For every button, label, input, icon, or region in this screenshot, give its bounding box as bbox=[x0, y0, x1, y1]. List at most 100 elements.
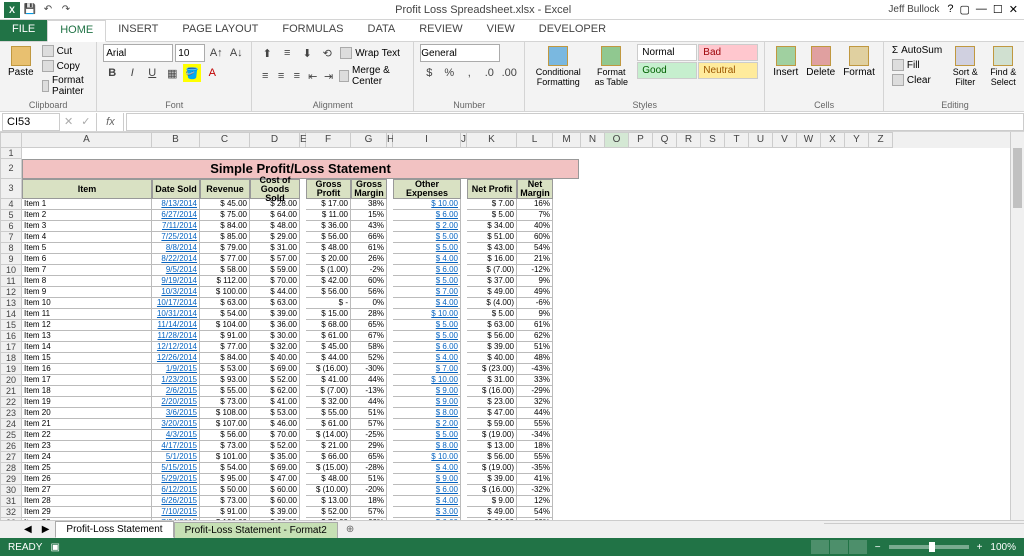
bold-button[interactable]: B bbox=[103, 64, 121, 82]
row-header[interactable]: 3 bbox=[0, 179, 22, 199]
italic-button[interactable]: I bbox=[123, 64, 141, 82]
name-box[interactable]: CI53 bbox=[2, 113, 60, 131]
data-cell[interactable]: $ 64.00 bbox=[467, 518, 517, 520]
tab-data[interactable]: DATA bbox=[356, 20, 408, 41]
row-header[interactable]: 28 bbox=[0, 463, 22, 474]
wrap-text-button[interactable]: Wrap Text bbox=[338, 46, 402, 60]
data-cell[interactable]: $ 5.00 bbox=[393, 232, 461, 243]
data-cell[interactable]: 60% bbox=[517, 232, 553, 243]
data-cell[interactable]: $ 91.00 bbox=[200, 331, 250, 342]
data-cell[interactable]: $ 41.00 bbox=[250, 397, 300, 408]
vertical-scrollbar[interactable] bbox=[1010, 132, 1024, 520]
data-cell[interactable]: Item 30 bbox=[22, 518, 152, 520]
data-cell[interactable]: -12% bbox=[517, 265, 553, 276]
data-cell[interactable]: $ 6.00 bbox=[393, 265, 461, 276]
autosum-button[interactable]: Σ AutoSum bbox=[890, 44, 944, 57]
data-cell[interactable]: 2/20/2015 bbox=[152, 397, 200, 408]
row-header[interactable]: 12 bbox=[0, 287, 22, 298]
data-cell[interactable]: $ (4.00) bbox=[467, 298, 517, 309]
data-cell[interactable]: -30% bbox=[351, 364, 387, 375]
data-cell[interactable]: $ 4.00 bbox=[393, 496, 461, 507]
data-cell[interactable]: 6/27/2014 bbox=[152, 210, 200, 221]
tab-developer[interactable]: DEVELOPER bbox=[527, 20, 618, 41]
data-cell[interactable]: 61% bbox=[351, 243, 387, 254]
data-cell[interactable]: -29% bbox=[517, 386, 553, 397]
data-cell[interactable]: 43% bbox=[351, 221, 387, 232]
tab-view[interactable]: VIEW bbox=[475, 20, 527, 41]
data-cell[interactable]: $ 39.00 bbox=[467, 342, 517, 353]
data-cell[interactable]: 1/23/2015 bbox=[152, 375, 200, 386]
data-cell[interactable]: $ 35.00 bbox=[250, 452, 300, 463]
row-header[interactable]: 21 bbox=[0, 386, 22, 397]
column-header[interactable]: A bbox=[22, 132, 152, 148]
data-cell[interactable]: $ 31.00 bbox=[467, 375, 517, 386]
column-header[interactable]: K bbox=[467, 132, 517, 148]
data-cell[interactable]: $ 63.00 bbox=[467, 320, 517, 331]
data-cell[interactable]: $ 56.00 bbox=[306, 232, 351, 243]
row-header[interactable]: 32 bbox=[0, 507, 22, 518]
data-cell[interactable]: 5/29/2015 bbox=[152, 474, 200, 485]
row-header[interactable]: 18 bbox=[0, 353, 22, 364]
data-cell[interactable]: -6% bbox=[517, 298, 553, 309]
data-cell[interactable]: 8/22/2014 bbox=[152, 254, 200, 265]
data-cell[interactable]: $ 17.00 bbox=[306, 199, 351, 210]
data-cell[interactable]: 9/19/2014 bbox=[152, 276, 200, 287]
data-cell[interactable]: Item 29 bbox=[22, 507, 152, 518]
column-header[interactable]: R bbox=[677, 132, 701, 148]
zoom-slider[interactable] bbox=[889, 545, 969, 549]
data-cell[interactable]: $ 61.00 bbox=[306, 419, 351, 430]
data-cell[interactable]: $ 10.00 bbox=[393, 375, 461, 386]
sort-filter-button[interactable]: Sort & Filter bbox=[948, 44, 982, 89]
row-header[interactable]: 20 bbox=[0, 375, 22, 386]
format-as-table-button[interactable]: Format as Table bbox=[589, 44, 633, 89]
data-cell[interactable]: Item 8 bbox=[22, 276, 152, 287]
align-right-icon[interactable]: ≡ bbox=[290, 67, 304, 85]
minimize-icon[interactable]: — bbox=[976, 3, 987, 16]
data-cell[interactable]: Item 22 bbox=[22, 430, 152, 441]
data-cell[interactable]: $ 7.00 bbox=[393, 287, 461, 298]
data-cell[interactable]: Item 12 bbox=[22, 320, 152, 331]
data-cell[interactable]: $ (10.00) bbox=[306, 485, 351, 496]
data-cell[interactable]: -32% bbox=[517, 485, 553, 496]
data-cell[interactable]: 38% bbox=[351, 199, 387, 210]
paste-button[interactable]: Paste bbox=[6, 44, 36, 80]
sheet-tab-active[interactable]: Profit-Loss Statement bbox=[55, 521, 173, 538]
column-header[interactable]: U bbox=[749, 132, 773, 148]
data-cell[interactable]: 3/20/2015 bbox=[152, 419, 200, 430]
data-cell[interactable]: $ 36.00 bbox=[250, 320, 300, 331]
data-cell[interactable]: Item 24 bbox=[22, 452, 152, 463]
data-cell[interactable]: $ 52.00 bbox=[250, 375, 300, 386]
decrease-font-icon[interactable]: A↓ bbox=[227, 44, 245, 62]
data-cell[interactable]: Item 1 bbox=[22, 199, 152, 210]
data-cell[interactable]: Item 7 bbox=[22, 265, 152, 276]
data-cell[interactable]: $ 5.00 bbox=[393, 430, 461, 441]
row-header[interactable]: 22 bbox=[0, 397, 22, 408]
tab-formulas[interactable]: FORMULAS bbox=[270, 20, 355, 41]
row-header[interactable]: 33 bbox=[0, 518, 22, 520]
data-cell[interactable]: 26% bbox=[351, 254, 387, 265]
data-cell[interactable]: $ 2.00 bbox=[393, 221, 461, 232]
data-cell[interactable]: $ 48.00 bbox=[306, 474, 351, 485]
normal-view-icon[interactable] bbox=[811, 540, 829, 554]
data-cell[interactable]: $ 68.00 bbox=[306, 320, 351, 331]
data-cell[interactable]: $ 40.00 bbox=[250, 353, 300, 364]
data-cell[interactable]: 29% bbox=[351, 441, 387, 452]
cancel-formula-icon[interactable]: ✕ bbox=[60, 115, 77, 128]
sheet-tab-format2[interactable]: Profit-Loss Statement - Format2 bbox=[174, 522, 338, 538]
data-cell[interactable]: $ 9.00 bbox=[467, 496, 517, 507]
data-cell[interactable]: 65% bbox=[351, 452, 387, 463]
data-cell[interactable]: $ 9.00 bbox=[393, 386, 461, 397]
data-cell[interactable]: Item 26 bbox=[22, 474, 152, 485]
row-header[interactable]: 25 bbox=[0, 430, 22, 441]
row-header[interactable]: 17 bbox=[0, 342, 22, 353]
data-cell[interactable]: -28% bbox=[351, 463, 387, 474]
data-cell[interactable]: -35% bbox=[517, 463, 553, 474]
row-header[interactable]: 9 bbox=[0, 254, 22, 265]
row-header[interactable]: 30 bbox=[0, 485, 22, 496]
data-cell[interactable]: $ 5.00 bbox=[393, 331, 461, 342]
insert-cells-button[interactable]: Insert bbox=[771, 44, 800, 80]
data-cell[interactable]: $ 23.00 bbox=[467, 397, 517, 408]
horizontal-scrollbar[interactable] bbox=[824, 523, 1024, 537]
data-cell[interactable]: -13% bbox=[351, 386, 387, 397]
data-cell[interactable]: $ 84.00 bbox=[200, 353, 250, 364]
